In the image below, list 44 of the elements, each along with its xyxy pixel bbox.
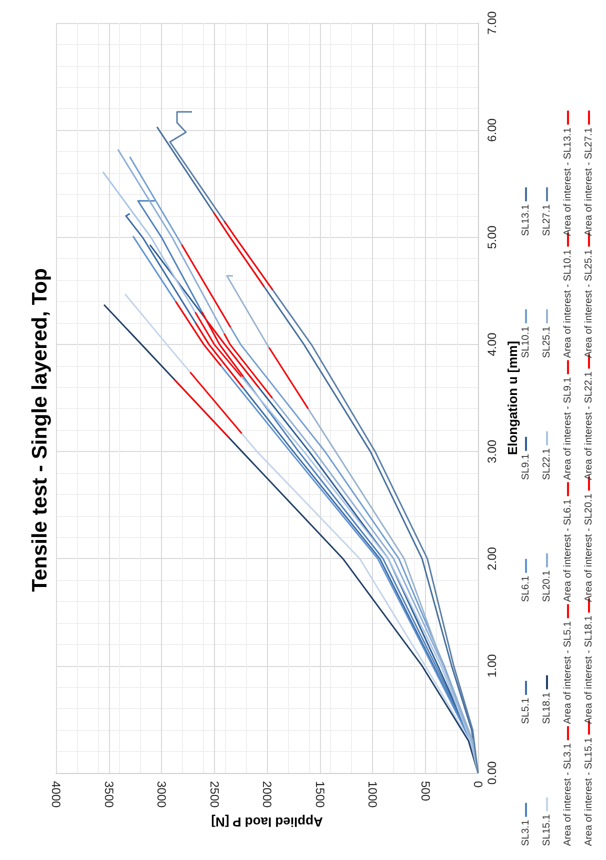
legend-label: Area of interest - SL5.1 [562, 620, 574, 724]
legend-label: Area of interest - SL9.1 [562, 376, 574, 480]
legend-label: Area of interest - SL20.1 [584, 493, 594, 602]
x-axis-title: Applied laod P [N] [211, 814, 323, 830]
y-tick-label: 0.00 [485, 761, 499, 785]
legend-label: Area of interest - SL22.1 [584, 371, 594, 480]
y-tick-label: 3.00 [485, 440, 499, 464]
legend-label: SL13.1 [520, 204, 532, 236]
legend-label: SL6.1 [520, 575, 532, 602]
x-tick-label: 2000 [260, 781, 274, 808]
y-tick-label: 1.00 [485, 654, 499, 678]
y-tick-label: 6.00 [485, 118, 499, 142]
legend-label: SL5.1 [520, 697, 532, 724]
legend-label: Area of interest - SL27.1 [584, 127, 594, 236]
legend-label: Area of interest - SL10.1 [562, 249, 574, 358]
legend-label: SL10.1 [520, 326, 532, 358]
legend-label: SL9.1 [520, 453, 532, 480]
legend-label: SL25.1 [542, 326, 552, 358]
x-tick-label: 0 [471, 781, 485, 788]
y-tick-label: 2.00 [485, 546, 499, 570]
legend-label: SL20.1 [542, 570, 552, 602]
x-tick-label: 2500 [207, 781, 222, 808]
legend-label: SL18.1 [542, 692, 552, 724]
y-tick-label: 4.00 [485, 332, 499, 356]
text: Tensile test - Single layered, Top [28, 268, 52, 592]
x-tick-label: 3500 [102, 781, 116, 808]
x-tick-label: 500 [418, 781, 432, 802]
y-axis-title: Elongation u [mm] [504, 340, 520, 456]
x-tick-label: 1500 [312, 781, 327, 808]
x-tick-label: 1000 [366, 781, 380, 808]
legend-label: SL15.1 [542, 814, 552, 846]
y-tick-label: 5.00 [485, 225, 499, 249]
y-tick-label: 7.00 [485, 11, 499, 35]
x-tick-label: 4000 [49, 781, 63, 808]
legend-label: Area of interest - SL18.1 [584, 615, 594, 724]
legend-label: Area of interest - SL13.1 [562, 127, 574, 236]
legend-label: SL22.1 [542, 448, 552, 480]
legend-label: Area of interest - SL6.1 [562, 498, 574, 602]
legend-label: SL3.1 [520, 819, 532, 846]
legend-label: Area of interest - SL25.1 [584, 249, 594, 358]
legend-label: SL27.1 [542, 204, 552, 236]
legend-label: Area of interest - SL15.1 [584, 737, 594, 846]
x-tick-label: 3000 [154, 781, 168, 808]
legend-label: Area of interest - SL3.1 [562, 742, 574, 846]
